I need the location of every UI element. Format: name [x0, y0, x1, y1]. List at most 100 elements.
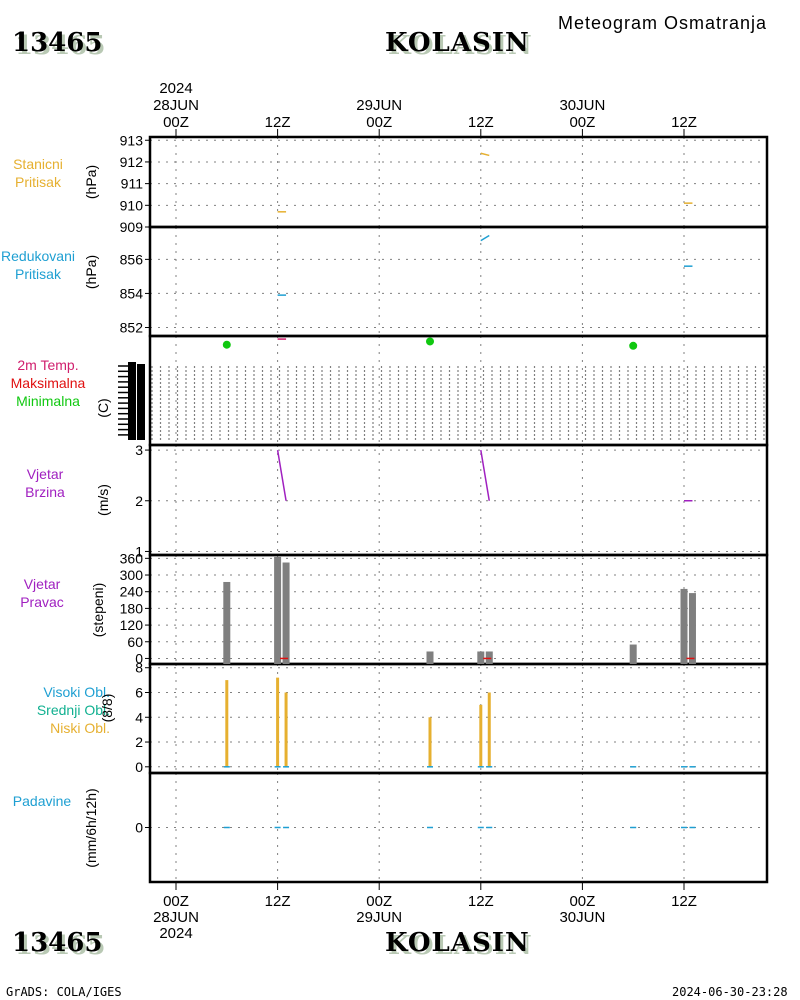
- y-axis-unit-label: (hPa): [83, 255, 99, 289]
- top-date-label: 28JUN: [153, 97, 199, 114]
- label-line: Minimalna: [16, 393, 80, 409]
- y-tick-label: 909: [120, 219, 144, 235]
- label-line: 2m Temp.: [17, 357, 79, 373]
- y-tick-label: 8: [135, 660, 143, 676]
- min-temp-marker: [222, 340, 231, 349]
- station-pressure-line: [480, 152, 490, 157]
- y-tick-label: 856: [120, 251, 144, 267]
- label-line: Pritisak: [15, 266, 61, 282]
- y-tick-label: 120: [120, 617, 144, 633]
- bottom-tick-label: 12Z: [265, 893, 291, 910]
- label-line: Padavine: [12, 793, 72, 809]
- top-tick-label: 00Z: [366, 114, 392, 131]
- min-temp-marker: [426, 337, 434, 346]
- label-line: Brzina: [25, 484, 65, 500]
- wind-direction-bar: [477, 651, 485, 664]
- top-tick-label: 00Z: [163, 114, 189, 131]
- y-tick-label: 852: [120, 319, 144, 335]
- y-tick-label: 911: [121, 176, 144, 192]
- station-id: 13465: [12, 28, 103, 58]
- top-tick-label: 00Z: [569, 114, 595, 131]
- y-tick-label: 913: [120, 132, 144, 148]
- temperature-axis-label-blob: [128, 362, 136, 440]
- label-line: Vjetar: [26, 466, 64, 482]
- wind-direction-bar: [629, 644, 637, 664]
- panel-frame: [148, 443, 769, 557]
- panel-frame: [148, 135, 769, 229]
- y-tick-label: 910: [120, 197, 144, 213]
- wind-direction-bar: [426, 651, 434, 664]
- wind-direction-bar: [688, 593, 696, 664]
- bottom-date-label: 28JUN: [153, 909, 199, 926]
- panel-label-wind-direction: Vjetar Pravac: [0, 575, 84, 611]
- y-tick-label: 300: [120, 567, 144, 583]
- y-tick-label: 0: [135, 759, 143, 775]
- low-cloud-bar: [428, 717, 432, 767]
- panel-label-station-pressure: Stanicni Pritisak: [0, 155, 76, 191]
- label-line: Redukovani: [1, 248, 75, 264]
- label-line: Srednji Obl.: [36, 702, 110, 718]
- wind-direction-bar: [680, 588, 688, 664]
- reduced-pressure-line: [480, 234, 490, 242]
- top-tick-label: 12Z: [468, 114, 494, 131]
- label-line: Vjetar: [23, 576, 61, 592]
- panel-frame: [148, 225, 769, 338]
- low-cloud-bar: [276, 677, 280, 767]
- label-line: Maksimalna: [10, 375, 86, 391]
- panel-label-clouds: Visoki Obl. Srednji Obl. Niski Obl.: [0, 683, 110, 737]
- bottom-tick-label: 12Z: [468, 893, 494, 910]
- y-axis-unit-label: (hPa): [83, 165, 99, 199]
- y-tick-label: 360: [120, 550, 144, 566]
- y-tick-label: 240: [120, 584, 144, 600]
- top-date-label: 30JUN: [559, 97, 605, 114]
- min-temp-marker: [629, 341, 638, 350]
- y-tick-label: 912: [120, 154, 144, 170]
- y-tick-label: 180: [120, 600, 144, 616]
- panel-label-precipitation: Padavine: [0, 792, 84, 810]
- y-tick-label: 1: [135, 543, 143, 559]
- label-line: Visoki Obl.: [43, 684, 110, 700]
- label-line: Pritisak: [15, 174, 61, 190]
- low-cloud-bar: [284, 692, 288, 767]
- wind-speed-line: [276, 449, 287, 501]
- bottom-date-label: 29JUN: [356, 909, 402, 926]
- footer-station-id: 13465: [12, 928, 103, 958]
- bottom-tick-label: 12Z: [671, 893, 697, 910]
- bottom-tick-label: 00Z: [366, 893, 392, 910]
- wind-direction-bar: [274, 556, 282, 664]
- panel-frame: [148, 553, 769, 666]
- wind-direction-bar: [282, 562, 290, 664]
- y-axis-unit-label: (mm/6h/12h): [83, 788, 99, 867]
- top-tick-label: 12Z: [265, 114, 291, 131]
- grads-credit: GrADS: COLA/IGES: [6, 985, 122, 999]
- bottom-year-label: 2024: [159, 925, 192, 942]
- label-line: Stanicni: [13, 156, 63, 172]
- y-tick-label: 0: [135, 650, 143, 666]
- bottom-tick-label: 00Z: [569, 893, 595, 910]
- footer-station-name: KOLASIN: [385, 928, 530, 958]
- y-tick-label: 854: [120, 285, 144, 301]
- y-axis-unit-label: (C): [95, 398, 111, 417]
- y-tick-label: 0: [135, 820, 143, 836]
- temperature-axis-label-blob: [137, 364, 145, 440]
- top-date-label: 29JUN: [356, 97, 402, 114]
- meteogram-title: Meteogram Osmatranja: [558, 13, 768, 33]
- low-cloud-bar: [225, 680, 229, 767]
- y-axis-unit-label: (m/s): [95, 484, 111, 516]
- y-axis-unit-label: (stepeni): [90, 583, 106, 637]
- y-tick-label: 3: [135, 442, 143, 458]
- panel-frame: [148, 662, 769, 775]
- station-name: KOLASIN: [385, 28, 530, 58]
- y-tick-label: 6: [135, 684, 143, 700]
- y-tick-label: 60: [127, 634, 143, 650]
- panel-label-wind-speed: Vjetar Brzina: [0, 465, 90, 501]
- low-cloud-bar: [479, 704, 483, 767]
- y-tick-label: 4: [135, 709, 143, 725]
- wind-speed-line: [480, 449, 491, 501]
- top-tick-label: 12Z: [671, 114, 697, 131]
- y-tick-label: 2: [135, 734, 143, 750]
- y-axis-unit-label: (8/8): [99, 694, 115, 723]
- panel-frame: [148, 771, 769, 884]
- wind-direction-bar: [223, 581, 231, 664]
